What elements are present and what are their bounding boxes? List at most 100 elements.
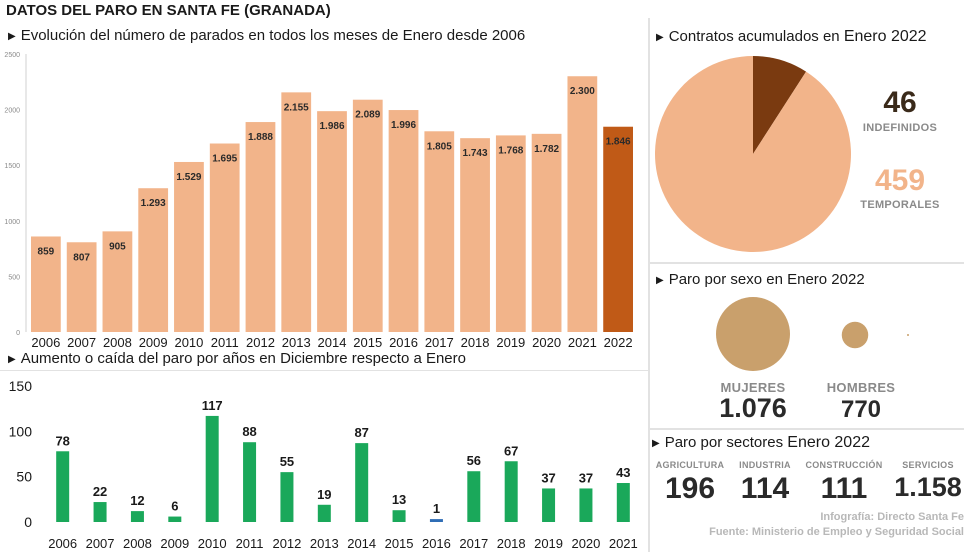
bar-value-label: 1.888 — [248, 132, 273, 143]
bar — [355, 443, 369, 522]
bar — [317, 504, 331, 522]
bar-value-label: 1.996 — [391, 120, 416, 131]
mujeres-value: 1.076 — [719, 393, 787, 423]
triangle-icon: ▶ — [656, 32, 664, 43]
bar-value-label: 2.089 — [355, 110, 380, 121]
x-tick-label: 2007 — [86, 536, 115, 551]
x-tick-label: 2020 — [532, 335, 561, 350]
x-tick-label: 2008 — [103, 335, 132, 350]
x-tick-label: 2006 — [48, 536, 77, 551]
bar-value-label: 1.846 — [606, 137, 631, 148]
bar — [579, 488, 593, 522]
bar-value-label: 12 — [130, 493, 144, 508]
bottom-bar-chart: 0 50 100 150 78 2006 22 2007 12 2008 6 2009 117 2010 8… — [9, 378, 638, 551]
x-tick-label: 2011 — [236, 536, 264, 551]
bar-value-label: 19 — [317, 487, 331, 502]
bottom-chart-heading: ▶ Aumento o caída del paro por años en Di… — [8, 350, 466, 367]
x-tick-label: 2013 — [310, 536, 339, 551]
divider-top-bottom — [0, 370, 648, 371]
bottom-chart-heading-post: respecto a Enero — [351, 350, 466, 367]
bar-value-label: 87 — [354, 425, 368, 440]
top-chart-heading: ▶ Evolución del número de parados en todo… — [8, 27, 525, 44]
bar — [245, 122, 276, 332]
divider-contracts-sex — [650, 262, 964, 264]
x-tick-label: 2010 — [198, 536, 227, 551]
x-tick-label: 2006 — [31, 335, 60, 350]
x-tick-label: 2015 — [385, 536, 414, 551]
bar — [243, 442, 257, 522]
x-tick-label: 2007 — [67, 335, 96, 350]
bar — [56, 451, 70, 522]
bar-value-label: 859 — [38, 246, 55, 257]
credit-infografia: Infografía: Directo Santa Fe — [820, 511, 964, 523]
bottom-chart-heading-mid: Diciembre — [280, 350, 348, 367]
bar-value-label: 1 — [433, 501, 440, 516]
x-tick-label: 2018 — [461, 335, 490, 350]
bar-value-label: 1.695 — [212, 154, 237, 165]
sectors-heading-big: Enero 2022 — [787, 434, 870, 451]
bar-value-label: 88 — [242, 424, 256, 439]
bar-value-label: 55 — [280, 454, 294, 469]
bar — [460, 138, 490, 332]
bar-value-label: 37 — [541, 470, 555, 485]
x-tick-label: 2010 — [174, 335, 203, 350]
bar — [168, 516, 182, 522]
indefinidos-value: 46 — [883, 86, 917, 119]
sex-heading: ▶ Paro por sexo en Enero 2022 — [656, 271, 865, 288]
y-tick-label: 50 — [16, 469, 32, 485]
bar-value-label: 6 — [171, 499, 178, 514]
bar — [616, 483, 630, 522]
y-tick-label: 0 — [16, 330, 20, 337]
bar — [352, 99, 383, 332]
x-tick-label: 2009 — [139, 335, 168, 350]
sector-label-construccion: CONSTRUCCIÓN — [805, 460, 883, 470]
bar — [31, 236, 61, 332]
bar — [102, 231, 133, 332]
bar — [66, 242, 97, 332]
bar — [174, 161, 204, 332]
y-tick-label: 150 — [9, 378, 33, 394]
indefinidos-label: INDEFINIDOS — [862, 122, 938, 134]
credit-fuente: Fuente: Ministerio de Empleo y Seguridad… — [709, 526, 964, 538]
pie-slice — [655, 56, 851, 252]
sex-bubble — [841, 321, 869, 349]
bar-value-label: 117 — [202, 398, 223, 413]
x-tick-label: 2019 — [496, 335, 525, 350]
bar — [392, 510, 406, 522]
bar-value-label: 22 — [93, 484, 107, 499]
bar-value-label: 905 — [109, 241, 126, 252]
temporales-value: 459 — [874, 164, 926, 197]
bar-value-label: 43 — [616, 465, 630, 480]
bar — [542, 488, 556, 522]
x-tick-label: 2013 — [282, 335, 311, 350]
contracts-heading-big: Enero 2022 — [843, 28, 927, 45]
x-tick-label: 2012 — [246, 335, 275, 350]
hombres-label: HOMBRES — [826, 380, 896, 395]
divider-sex-sectors — [650, 428, 964, 430]
x-tick-label: 2018 — [497, 536, 526, 551]
x-tick-label: 2019 — [534, 536, 563, 551]
bar — [531, 133, 562, 332]
sector-value-industria: 114 — [740, 472, 790, 505]
y-tick-label: 1000 — [4, 219, 20, 226]
sex-bubble — [716, 297, 790, 371]
bar-value-label: 2.300 — [570, 86, 595, 97]
bar — [205, 415, 219, 522]
bar-value-label: 1.529 — [176, 172, 201, 183]
bar-value-label: 2.155 — [284, 102, 309, 113]
bar — [567, 76, 598, 333]
x-tick-label: 2017 — [425, 335, 454, 350]
x-tick-label: 2016 — [422, 536, 451, 551]
bar — [280, 472, 294, 522]
page-title: DATOS DEL PARO EN SANTA FE (GRANADA) — [6, 2, 331, 19]
y-tick-label: 1500 — [4, 163, 20, 170]
bar-value-label: 1.768 — [498, 145, 523, 156]
bar — [317, 111, 347, 332]
contracts-heading: ▶ Contratos acumulados en Enero 2022 — [656, 28, 927, 46]
contracts-pie-chart — [655, 56, 851, 252]
bar — [138, 188, 169, 332]
y-tick-label: 500 — [8, 274, 20, 281]
bar — [504, 461, 518, 522]
x-tick-label: 2014 — [347, 536, 376, 551]
bar-value-label: 67 — [504, 443, 518, 458]
